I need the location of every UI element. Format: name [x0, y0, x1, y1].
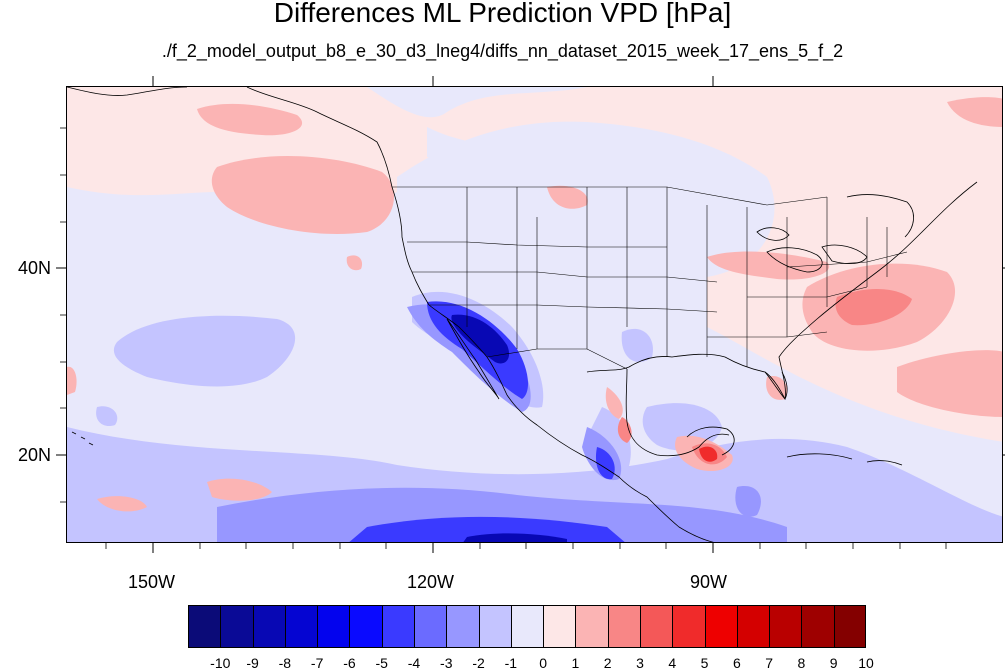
- colorbar-level-label: -7: [310, 655, 324, 671]
- colorbar-level-label: 7: [765, 655, 774, 671]
- colorbar-level-label: -5: [375, 655, 388, 671]
- colorbar-level-label: 4: [668, 655, 677, 671]
- colorbar-level-label: -8: [278, 655, 292, 671]
- colorbar-level-label: -4: [407, 655, 421, 671]
- colorbar-cell: [543, 605, 576, 648]
- field-red: [699, 446, 718, 462]
- colorbar-cell: [414, 605, 447, 648]
- vpd-difference-map: [67, 87, 1002, 542]
- colorbar-level-label: -1: [504, 655, 518, 671]
- colorbar-level-label: 5: [700, 655, 709, 671]
- colorbar-level-label: -10: [210, 655, 231, 671]
- colorbar-level-label: 3: [636, 655, 644, 671]
- colorbar-cell: [220, 605, 254, 648]
- colorbar-cell: [672, 605, 706, 648]
- coastlines: [67, 87, 978, 542]
- map-title: Differences ML Prediction VPD [hPa]: [273, 0, 732, 28]
- x-tick-label-150w: 150W: [128, 572, 176, 592]
- colorbar-cell: [607, 605, 641, 648]
- colorbar-cell: [317, 605, 350, 648]
- colorbar-cell: [252, 605, 286, 648]
- map-subtitle: ./f_2_model_output_b8_e_30_d3_lneg4/diff…: [161, 41, 844, 61]
- colorbar-level-label: -3: [440, 655, 453, 671]
- x-tick-label-120w: 120W: [407, 572, 455, 592]
- colorbar-level-label: -2: [472, 655, 485, 671]
- colorbar-cell: [575, 605, 609, 648]
- y-tick-label-20n: 20N: [18, 445, 52, 465]
- colorbar-cell: [640, 605, 673, 648]
- colorbar-level-label: -9: [246, 655, 259, 671]
- colorbar: [188, 605, 867, 648]
- colorbar-level-label: 10: [858, 655, 874, 671]
- colorbar-cell: [736, 605, 770, 648]
- political-borders: [392, 186, 908, 370]
- colorbar-cell: [349, 605, 383, 648]
- colorbar-cell: [381, 605, 415, 648]
- colorbar-level-label: 9: [829, 655, 838, 671]
- colorbar-level-label: -6: [343, 655, 356, 671]
- colorbar-level-label: 0: [539, 655, 548, 671]
- field-deep-blue: [451, 314, 567, 542]
- colorbar-level-label: 6: [732, 655, 741, 671]
- map-plot-area: [66, 86, 1003, 543]
- colorbar-cell: [478, 605, 512, 648]
- y-tick-label-40n: 40N: [18, 258, 52, 278]
- colorbar-cell: [801, 605, 835, 648]
- colorbar-cell: [510, 605, 544, 648]
- colorbar-level-label: 8: [797, 655, 806, 671]
- x-tick-label-90w: 90W: [690, 572, 728, 592]
- colorbar-cell: [704, 605, 738, 648]
- colorbar-level-label: 1: [571, 655, 580, 671]
- colorbar-frame: [188, 605, 866, 648]
- colorbar-cell: [769, 605, 802, 648]
- colorbar-cell: [188, 605, 221, 648]
- colorbar-level-label: 2: [603, 655, 612, 671]
- colorbar-cell: [284, 605, 318, 648]
- colorbar-cell: [833, 605, 867, 648]
- colorbar-cell: [446, 605, 480, 648]
